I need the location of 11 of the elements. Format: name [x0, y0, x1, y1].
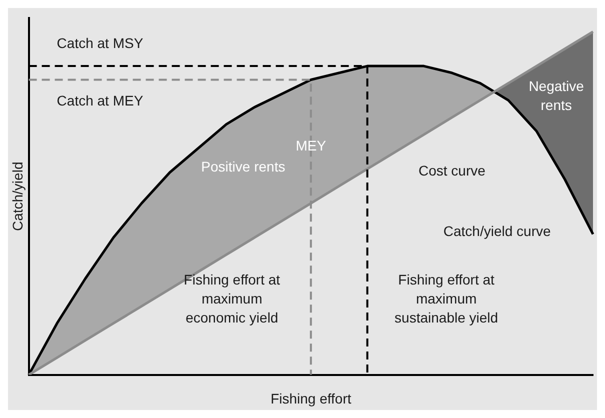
annotation: Positive rents: [201, 158, 286, 175]
x-axis-title: Fishing effort: [270, 390, 352, 406]
annotation: MEY: [296, 137, 327, 154]
y-axis-title: Catch/yield: [9, 162, 26, 232]
annotation: Negative rents: [528, 78, 584, 113]
annotation: Cost curve: [418, 162, 486, 178]
annotation: Catch/yield curve: [443, 222, 551, 239]
ref-line-label: Catch at MSY: [56, 34, 144, 51]
annotation: Fishing effort at maximum economic yield: [184, 272, 280, 326]
annotation: Fishing effort at maximum sustainable yield: [394, 272, 498, 326]
ref-line-label: Catch at MEY: [56, 92, 144, 109]
